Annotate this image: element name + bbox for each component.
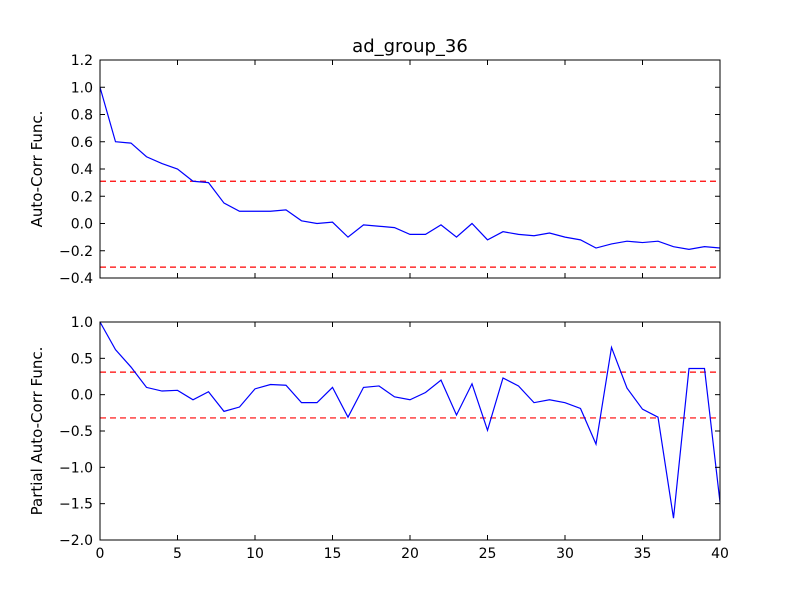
pacf-xtick-label: 5 — [173, 546, 182, 562]
pacf-xtick-label: 15 — [324, 546, 342, 562]
pacf-series-line — [99, 321, 721, 519]
pacf-xtick-label: 40 — [711, 546, 729, 562]
pacf-ytick-label: −2.0 — [59, 533, 93, 549]
pacf-ytick-label: 0.5 — [71, 351, 93, 367]
acf-ytick-label: 1.2 — [71, 53, 93, 69]
pacf-xtick-label: 0 — [96, 546, 105, 562]
chart-title: ad_group_36 — [352, 36, 468, 57]
acf-ytick-label: 0.2 — [71, 189, 93, 205]
acf-ytick-label: 0.0 — [71, 217, 93, 233]
pacf-ytick-label: −1.5 — [59, 497, 93, 513]
pacf-ytick-label: −1.0 — [59, 460, 93, 476]
acf-ytick-label: 1.0 — [71, 80, 93, 96]
pacf-ylabel: Partial Auto-Corr Func. — [28, 347, 46, 516]
pacf-xtick-label: 30 — [556, 546, 574, 562]
acf-series-line — [99, 87, 721, 250]
acf-ytick-label: −0.4 — [59, 271, 93, 287]
pacf-panel: −2.0 −1.5 −1.0 −0.5 0.0 0.5 1.0 0 5 10 15 20 25 30 35 4… — [28, 315, 729, 562]
acf-ylabel: Auto-Corr Func. — [28, 111, 46, 228]
pacf-xtick-label: 35 — [634, 546, 652, 562]
pacf-xtick-label: 20 — [401, 546, 419, 562]
acf-ytick-label: −0.2 — [59, 244, 93, 260]
pacf-xtick-label: 10 — [246, 546, 264, 562]
pacf-ytick-label: 0.0 — [71, 388, 93, 404]
acf-ytick-label: 0.4 — [71, 162, 93, 178]
pacf-xtick-label: 25 — [479, 546, 497, 562]
pacf-ytick-label: −0.5 — [59, 424, 93, 440]
acf-panel: −0.4 −0.2 0.0 0.2 0.4 0.6 0.8 1.0 1.2 Auto-Corr F… — [28, 53, 721, 287]
acf-ytick-label: 0.6 — [71, 135, 93, 151]
acf-ytick-label: 0.8 — [71, 108, 93, 124]
pacf-ytick-label: 1.0 — [71, 315, 93, 331]
